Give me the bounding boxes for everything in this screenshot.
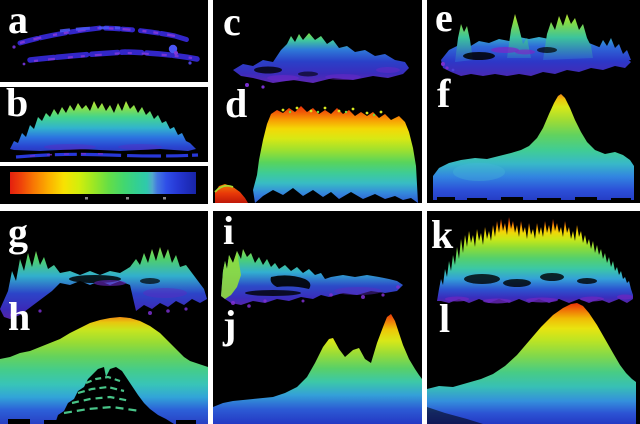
panel-ij: i j bbox=[213, 211, 422, 424]
panel-ef: e f bbox=[427, 0, 640, 203]
panel-kl-heatmap bbox=[427, 211, 640, 424]
colorbar bbox=[0, 166, 208, 204]
panel-k-label: k bbox=[431, 212, 454, 257]
panel-gh: g h bbox=[0, 211, 208, 424]
panel-b-label: b bbox=[6, 87, 29, 125]
panel-b-heatmap bbox=[0, 87, 208, 162]
panel-j-label: j bbox=[223, 302, 237, 347]
panel-cd-heatmap bbox=[213, 0, 422, 203]
colorbar-tick bbox=[126, 197, 129, 200]
panel-e-label: e bbox=[435, 0, 453, 40]
panel-ij-heatmap bbox=[213, 211, 422, 424]
panel-b: b bbox=[0, 87, 208, 162]
panel-cd: c d bbox=[213, 0, 422, 203]
panel-d-label: d bbox=[225, 81, 248, 126]
panel-kl: k l bbox=[427, 211, 640, 424]
colorbar-tick bbox=[163, 197, 166, 200]
panel-gh-heatmap bbox=[0, 211, 208, 424]
panel-c-label: c bbox=[223, 0, 241, 44]
panel-h-label: h bbox=[8, 294, 31, 339]
panel-f-label: f bbox=[437, 71, 451, 116]
panel-a-heatmap bbox=[0, 0, 208, 82]
panel-l-label: l bbox=[439, 296, 451, 341]
colorbar-tick bbox=[85, 197, 88, 200]
panel-i-label: i bbox=[223, 211, 235, 253]
panel-g-label: g bbox=[8, 211, 28, 255]
panel-a: a bbox=[0, 0, 208, 82]
panel-ef-heatmap bbox=[427, 0, 640, 203]
panel-a-label: a bbox=[8, 0, 28, 42]
colorbar-strip bbox=[0, 166, 208, 204]
colorbar-gradient-bar bbox=[10, 172, 196, 194]
